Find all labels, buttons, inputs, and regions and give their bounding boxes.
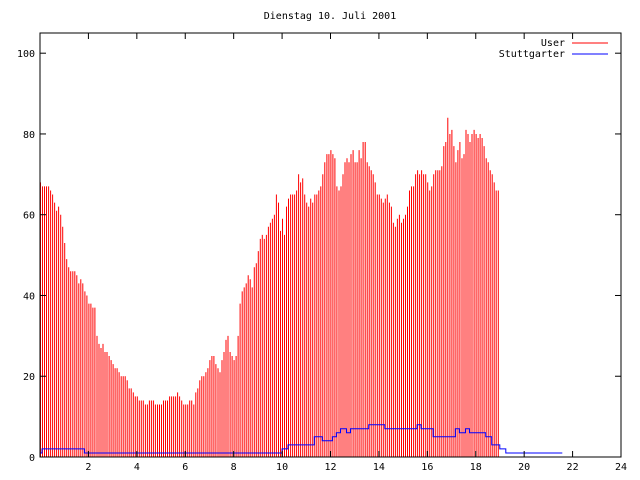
x-tick-label: 18 [470,462,482,473]
chart-title: Dienstag 10. Juli 2001 [264,11,396,22]
y-tick-label: 20 [23,372,35,383]
x-tick-label: 16 [421,462,433,473]
x-tick-label: 2 [85,462,91,473]
x-tick-label: 6 [182,462,188,473]
y-tick-label: 0 [29,453,35,464]
y-tick-label: 100 [17,49,35,60]
y-tick-label: 80 [23,130,35,141]
y-tick-label: 40 [23,291,35,302]
x-tick-label: 14 [373,462,385,473]
y-tick-label: 60 [23,211,35,222]
x-tick-label: 10 [276,462,288,473]
legend-label-stuttgarter: Stuttgarter [499,49,565,60]
legend-label-user: User [541,38,565,49]
x-tick-label: 4 [134,462,140,473]
x-tick-label: 20 [518,462,530,473]
x-tick-label: 12 [324,462,336,473]
x-tick-label: 8 [231,462,237,473]
legend: User Stuttgarter [499,38,608,60]
x-tick-label: 24 [615,462,627,473]
stuttgarter-line [40,424,563,454]
x-tick-label: 22 [567,462,579,473]
stuttgarter-line-layer [40,424,563,454]
user-bars [40,117,499,457]
